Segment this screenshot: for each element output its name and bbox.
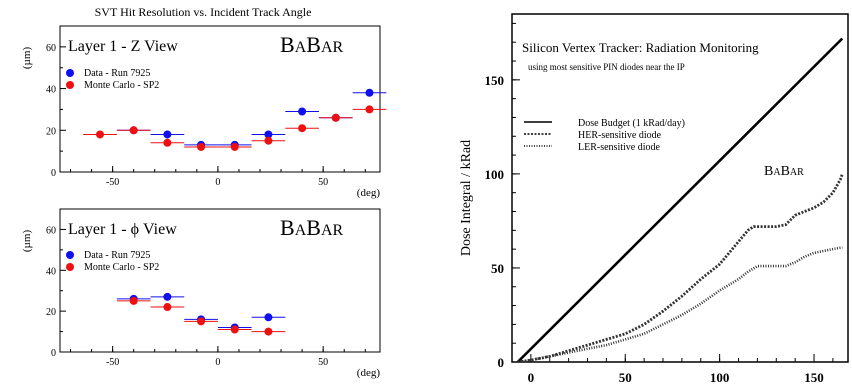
- babar-logo: BABAR: [764, 164, 804, 179]
- x-axis-label: (deg): [357, 367, 381, 379]
- data-point: [96, 130, 104, 139]
- y-tick-label: 0: [498, 355, 505, 370]
- data-point: [230, 325, 239, 334]
- radiation-panel: 0 50 100 150 0 50 100 150 Dose Integral / kRad Si…: [459, 13, 849, 385]
- y-tick-label: 0: [51, 348, 56, 359]
- legend-label: Data - Run 7925: [84, 250, 150, 261]
- y-axis-label: (µm): [21, 47, 33, 70]
- series-line: [517, 173, 844, 362]
- data-point: [365, 88, 374, 97]
- data-point: [298, 124, 307, 133]
- legend-marker: [66, 263, 74, 271]
- legend-label: Data - Run 7925: [84, 68, 150, 79]
- x-axis-label: (deg): [357, 187, 381, 199]
- data-point: [298, 107, 307, 116]
- x-tick-label: -50: [106, 357, 119, 368]
- legend-label: HER-sensitive diode: [578, 130, 662, 141]
- y-axis-label: (µm): [21, 230, 33, 253]
- legend-marker: [66, 81, 74, 89]
- data-point: [331, 113, 340, 122]
- data-point: [197, 142, 206, 151]
- data-point: [129, 296, 138, 305]
- data-point: [163, 130, 172, 139]
- left-header: SVT Hit Resolution vs. Incident Track An…: [95, 5, 312, 19]
- plot-frame: [59, 25, 381, 173]
- z-view-panel: -50 0 50 0 20 40 60 Layer 1 - Z View BABAR (µm) (d…: [21, 25, 387, 199]
- data-point: [197, 317, 206, 326]
- y-axis-label: Dose Integral / kRad: [459, 140, 474, 256]
- data-point: [365, 105, 374, 114]
- data-point: [264, 130, 273, 139]
- x-tick-label: 100: [710, 370, 730, 385]
- data-point: [230, 142, 239, 151]
- plot-frame: [59, 208, 381, 353]
- x-tick-label: 0: [215, 177, 220, 188]
- plot-frame: [511, 13, 849, 363]
- y-tick-label: 20: [46, 126, 56, 137]
- chart-subtitle: using most sensitive PIN diodes near the…: [528, 62, 685, 72]
- data-point: [264, 327, 273, 336]
- legend-label: LER-sensitive diode: [578, 142, 660, 153]
- data-point: [264, 136, 273, 145]
- y-tick-label: 60: [46, 225, 56, 236]
- data-point: [264, 313, 273, 322]
- data-point: [163, 292, 172, 301]
- y-tick-label: 50: [491, 261, 504, 276]
- y-tick-label: 40: [46, 266, 56, 277]
- x-tick-label: -50: [106, 177, 119, 188]
- x-tick-label: 50: [318, 177, 328, 188]
- legend-label: Monte Carlo - SP2: [84, 80, 159, 91]
- data-point: [163, 138, 172, 147]
- legend-marker: [66, 69, 74, 77]
- data-point: [129, 126, 138, 135]
- panel-title: Layer 1 - ϕ View: [68, 221, 177, 238]
- babar-logo: BABAR: [280, 215, 344, 240]
- y-tick-label: 0: [51, 168, 56, 179]
- legend-marker: [66, 251, 74, 259]
- series-line: [516, 37, 844, 362]
- y-tick-label: 100: [485, 167, 505, 182]
- legend-label: Monte Carlo - SP2: [84, 262, 159, 273]
- y-tick-label: 20: [46, 307, 56, 318]
- y-tick-label: 40: [46, 85, 56, 96]
- babar-logo: BABAR: [280, 32, 344, 57]
- y-tick-label: 60: [46, 43, 56, 54]
- x-tick-label: 0: [528, 370, 535, 385]
- x-tick-label: 50: [619, 370, 632, 385]
- phi-view-panel: -50 0 50 0 20 40 60 Layer 1 - ϕ View BABAR (µm) (d…: [21, 208, 381, 379]
- x-tick-label: 150: [804, 370, 824, 385]
- chart-title: Silicon Vertex Tracker: Radiation Monito…: [522, 40, 759, 55]
- series-line: [517, 246, 843, 362]
- x-tick-label: 50: [318, 357, 328, 368]
- y-tick-label: 150: [485, 73, 505, 88]
- data-point: [163, 303, 172, 312]
- panel-title: Layer 1 - Z View: [68, 38, 178, 55]
- x-tick-label: 0: [215, 357, 220, 368]
- legend-label: Dose Budget (1 kRad/day): [578, 118, 685, 129]
